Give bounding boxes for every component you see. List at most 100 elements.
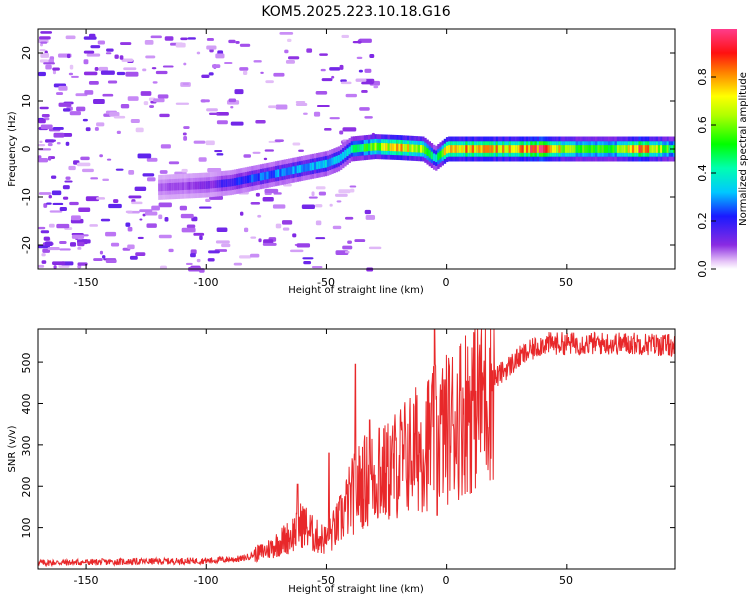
spectrogram-cell xyxy=(209,112,220,115)
spectrogram-cell xyxy=(166,183,170,191)
spectrogram-cell xyxy=(469,145,473,153)
spectrogram-y-tick-label: 0 xyxy=(20,146,33,153)
spectrogram-cell xyxy=(102,255,106,259)
spectrogram-cell xyxy=(614,145,618,153)
spectrogram-cell xyxy=(173,182,176,191)
spectrogram-cell xyxy=(439,150,442,159)
spectrogram-cell xyxy=(506,145,509,153)
spectrogram-cell xyxy=(228,39,236,44)
spectrogram-cell xyxy=(324,128,332,131)
spectrogram-cell xyxy=(530,145,533,153)
spectrogram-cell xyxy=(413,144,416,153)
spectrogram-cell xyxy=(94,66,99,71)
spectrogram-cell xyxy=(47,142,53,147)
spectrogram-cell xyxy=(263,157,268,161)
spectrogram-cell xyxy=(283,168,287,176)
spectrogram-cell xyxy=(272,170,276,178)
spectrogram-cell xyxy=(97,40,106,45)
spectrogram-cell xyxy=(144,39,154,45)
spectrogram-cell xyxy=(65,35,76,40)
spectrogram-cell xyxy=(137,236,144,240)
spectrogram-cell xyxy=(164,217,169,222)
spectrogram-cell xyxy=(127,244,135,250)
spectrogram-cell xyxy=(64,180,73,183)
spectrogram-cell xyxy=(106,158,112,161)
spectrogram-cell xyxy=(636,145,639,153)
spectrogram-cell xyxy=(250,236,257,239)
spectrogram-cell xyxy=(41,114,50,118)
spectrogram-cell xyxy=(38,119,46,124)
spectrogram-cell xyxy=(586,145,589,153)
spectrogram-cell xyxy=(127,96,139,101)
spectrogram-cell xyxy=(616,145,620,153)
spectrogram-cell xyxy=(339,153,343,162)
spectrogram-cell xyxy=(77,262,88,266)
spectrogram-cell xyxy=(402,143,406,152)
spectrogram-cell xyxy=(179,205,187,211)
spectrogram-cell xyxy=(198,157,207,162)
spectrogram-cell xyxy=(175,42,186,48)
spectrogram-cell xyxy=(233,178,237,186)
spectrogram-cell xyxy=(556,145,559,153)
spectrogram-cell xyxy=(389,143,393,152)
spectrogram-cell xyxy=(631,145,635,153)
spectrogram-cell xyxy=(345,216,354,220)
spectrogram-cell xyxy=(38,155,42,159)
spectrogram-cell xyxy=(263,239,274,245)
spectrogram-cell xyxy=(210,180,213,189)
spectrogram-cell xyxy=(171,182,174,191)
spectrogram-cell xyxy=(303,260,312,265)
spectrogram-cell xyxy=(109,112,120,117)
spectrogram-cell xyxy=(634,145,637,153)
spectrogram-cell xyxy=(236,177,239,186)
spectrogram-cell xyxy=(230,121,244,126)
spectrogram-cell xyxy=(306,48,313,53)
spectrogram-cell xyxy=(500,145,503,153)
spectrogram-x-tick-label: 0 xyxy=(443,276,450,289)
spectrogram-cell xyxy=(339,64,344,70)
spectrogram-cell xyxy=(359,107,370,111)
snr-x-axis-label: Height of straight line (km) xyxy=(288,584,424,595)
spectrogram-cell xyxy=(48,223,55,228)
spectrogram-cell xyxy=(216,180,220,188)
spectrogram-cell xyxy=(71,75,79,78)
spectrogram-cell xyxy=(255,119,266,124)
spectrogram-cell xyxy=(476,145,479,153)
spectrogram-cell xyxy=(151,205,160,211)
spectrogram-cell xyxy=(358,38,372,43)
spectrogram-cell xyxy=(38,192,52,195)
snr-y-tick-label: 300 xyxy=(20,436,33,457)
spectrogram-cell xyxy=(123,67,137,71)
spectrogram-cell xyxy=(41,253,46,257)
spectrogram-cell xyxy=(467,145,470,153)
spectrogram-cell xyxy=(164,36,174,41)
spectrogram-cell xyxy=(428,149,432,158)
spectrogram-cell xyxy=(517,145,520,153)
spectrogram-cell xyxy=(361,81,374,85)
spectrogram-cell xyxy=(80,156,90,161)
spectrogram-cell xyxy=(88,81,99,85)
spectrogram-cell xyxy=(181,182,185,191)
snr-x-tick-label: 50 xyxy=(559,574,573,587)
spectrogram-cell xyxy=(239,255,252,259)
spectrogram-cell xyxy=(114,54,119,59)
spectrogram-cell xyxy=(115,168,124,171)
spectrogram-cell xyxy=(295,100,306,104)
spectrogram-cell xyxy=(139,209,153,213)
spectrogram-cell xyxy=(303,112,308,115)
spectrogram-cell xyxy=(567,145,570,153)
spectrogram-cell xyxy=(223,179,226,188)
spectrogram-cell xyxy=(599,145,602,153)
spectrogram-cell xyxy=(107,80,118,84)
spectrogram-cell xyxy=(187,37,196,40)
spectrogram-cell xyxy=(216,120,228,125)
spectrogram-cell xyxy=(275,223,282,229)
spectrogram-cell xyxy=(324,159,328,168)
spectrogram-cell xyxy=(142,213,146,217)
spectrogram-cell xyxy=(62,185,70,190)
spectrogram-cell xyxy=(270,170,274,179)
spectrogram-cell xyxy=(437,152,440,161)
spectrogram-cell xyxy=(342,245,353,250)
spectrogram-cell xyxy=(623,145,626,153)
spectrogram-cell xyxy=(653,145,657,153)
